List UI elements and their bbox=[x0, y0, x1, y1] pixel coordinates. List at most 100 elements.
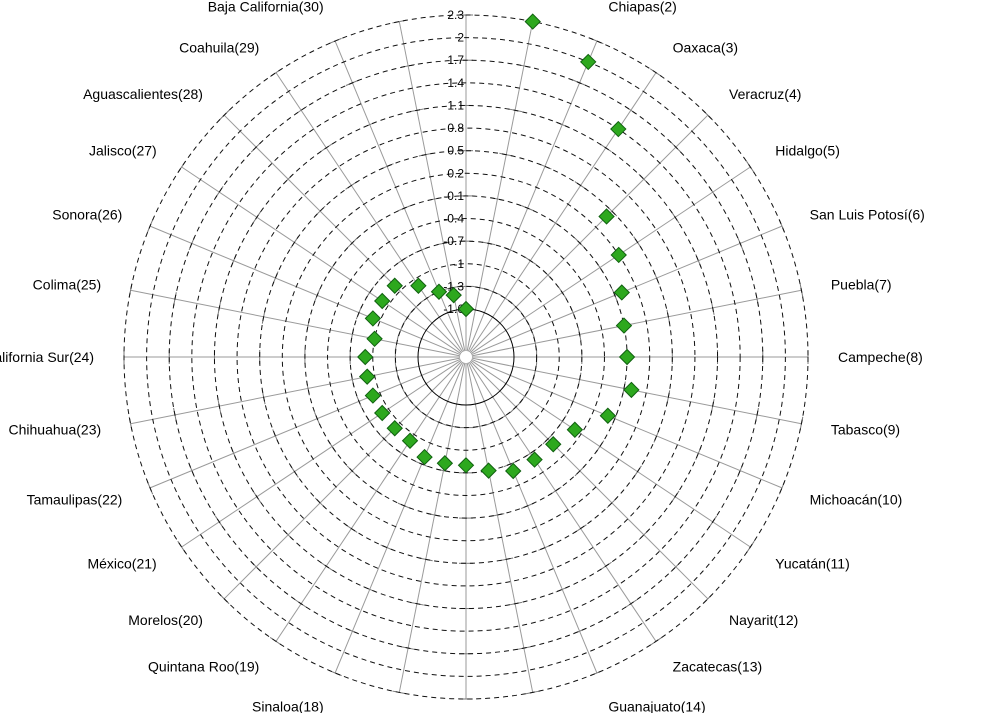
radial-tick-label: 2.3 bbox=[447, 8, 464, 22]
category-label: Veracruz(4) bbox=[729, 86, 801, 102]
data-point-marker bbox=[526, 451, 543, 468]
spoke-line bbox=[468, 72, 657, 353]
radial-tick-label: -1.3 bbox=[443, 279, 464, 293]
spoke-lines bbox=[124, 15, 808, 699]
data-point-marker bbox=[610, 120, 627, 138]
category-label: Hidalgo(5) bbox=[775, 142, 840, 158]
category-label: Chihuahua(23) bbox=[9, 422, 102, 438]
data-point-marker bbox=[358, 368, 376, 385]
category-label: Nayarit(12) bbox=[729, 612, 798, 628]
spoke-line bbox=[223, 360, 463, 600]
radial-tick-label: 0.5 bbox=[447, 144, 464, 158]
grid-ring bbox=[327, 218, 605, 496]
spoke-line bbox=[471, 289, 802, 357]
spoke-line bbox=[471, 358, 783, 489]
spoke-line bbox=[149, 358, 461, 489]
grid-ring bbox=[259, 150, 673, 564]
data-point-marker bbox=[386, 420, 403, 437]
data-point-marker bbox=[545, 436, 562, 453]
category-label: Baja California(30) bbox=[208, 0, 324, 14]
category-label: Guanajuato(14) bbox=[608, 699, 705, 713]
data-point-marker bbox=[599, 407, 617, 424]
category-label: Sinaloa(18) bbox=[252, 699, 324, 713]
spoke-line bbox=[467, 40, 598, 352]
grid-ring bbox=[213, 104, 719, 610]
data-point-marker bbox=[505, 462, 522, 480]
radial-tick-label: 0.8 bbox=[447, 121, 464, 135]
category-label: Puebla(7) bbox=[831, 276, 892, 292]
category-label: Zacatecas(13) bbox=[673, 658, 762, 674]
radial-tick-label: -0.4 bbox=[443, 212, 464, 226]
radial-tick-label: 1.1 bbox=[447, 98, 464, 112]
spoke-line bbox=[130, 289, 461, 357]
spoke-line bbox=[398, 362, 466, 693]
data-point-marker bbox=[445, 286, 462, 304]
category-label: Quintana Roo(19) bbox=[148, 658, 259, 674]
category-label: Tamaulipas(22) bbox=[27, 491, 123, 507]
spoke-line bbox=[181, 359, 462, 548]
radial-tick-label: 1.7 bbox=[447, 53, 464, 67]
data-point-marker bbox=[580, 53, 597, 71]
radial-tick-label: -0.7 bbox=[443, 234, 464, 248]
grid-ring bbox=[191, 82, 741, 632]
data-point-marker bbox=[374, 292, 391, 310]
category-label: Jalisco(27) bbox=[89, 142, 157, 158]
data-point-marker bbox=[524, 13, 541, 30]
data-point-marker bbox=[436, 455, 454, 472]
category-label: Oaxaca(3) bbox=[673, 40, 738, 56]
grid-ring bbox=[146, 37, 786, 677]
spoke-line bbox=[466, 21, 534, 352]
spoke-line bbox=[469, 114, 709, 354]
data-point-marker bbox=[615, 317, 633, 334]
spoke-line bbox=[470, 359, 751, 548]
grid-ring bbox=[123, 14, 809, 700]
radial-tick-labels: -1.6 -1.3 -1 -0.7 -0.4 -0.1 0.2 0.5 0.8 1.1 1.4 1.7… bbox=[443, 8, 464, 316]
spoke-line bbox=[149, 225, 461, 356]
radial-tick-label: -1 bbox=[453, 257, 464, 271]
spoke-line bbox=[275, 361, 464, 642]
spoke-line bbox=[467, 362, 598, 674]
category-label: Michoacán(10) bbox=[810, 491, 903, 507]
radial-tick-label: -0.1 bbox=[443, 189, 464, 203]
data-point-marker bbox=[618, 348, 636, 366]
category-label: Yucatán(11) bbox=[775, 556, 849, 572]
radial-tick-label: -1.6 bbox=[443, 302, 464, 316]
category-label: Sonora(26) bbox=[52, 207, 122, 223]
data-point-marker bbox=[623, 381, 640, 399]
data-point-marker bbox=[410, 277, 427, 294]
data-point-marker bbox=[480, 462, 497, 479]
spoke-line bbox=[466, 362, 534, 693]
grid-ring bbox=[394, 285, 538, 429]
category-label: San Luis Potosí(6) bbox=[810, 207, 925, 223]
category-label: Baja California Sur(24) bbox=[0, 349, 94, 365]
radial-tick-label: 0.2 bbox=[447, 166, 464, 180]
data-point-marker bbox=[364, 310, 382, 327]
spoke-line bbox=[275, 72, 464, 353]
data-point-marker bbox=[374, 404, 391, 422]
data-point-marker bbox=[416, 448, 433, 466]
category-label: Colima(25) bbox=[33, 276, 101, 292]
data-point-marker bbox=[613, 284, 630, 301]
spoke-line bbox=[334, 40, 465, 352]
data-point-marker bbox=[364, 387, 382, 404]
category-label: México(21) bbox=[87, 556, 156, 572]
grid-ring bbox=[236, 127, 696, 587]
spoke-line bbox=[181, 166, 462, 355]
radial-tick-label: 1.4 bbox=[447, 76, 464, 90]
data-point-marker bbox=[357, 348, 374, 366]
data-point-marker bbox=[610, 246, 627, 264]
category-label: Aguascalientes(28) bbox=[83, 86, 203, 102]
data-point-marker bbox=[566, 421, 584, 438]
grid-ring bbox=[281, 172, 651, 542]
category-label: Coahuila(29) bbox=[179, 40, 259, 56]
category-label: Campeche(8) bbox=[838, 349, 923, 365]
category-label: Morelos(20) bbox=[128, 612, 203, 628]
spoke-line bbox=[470, 166, 751, 355]
data-point-marker bbox=[386, 277, 403, 294]
radial-tick-label: 2 bbox=[457, 31, 464, 45]
data-point-marker bbox=[457, 457, 475, 474]
data-point-marker bbox=[430, 283, 448, 300]
spoke-line bbox=[469, 360, 709, 600]
spoke-line bbox=[468, 361, 657, 642]
